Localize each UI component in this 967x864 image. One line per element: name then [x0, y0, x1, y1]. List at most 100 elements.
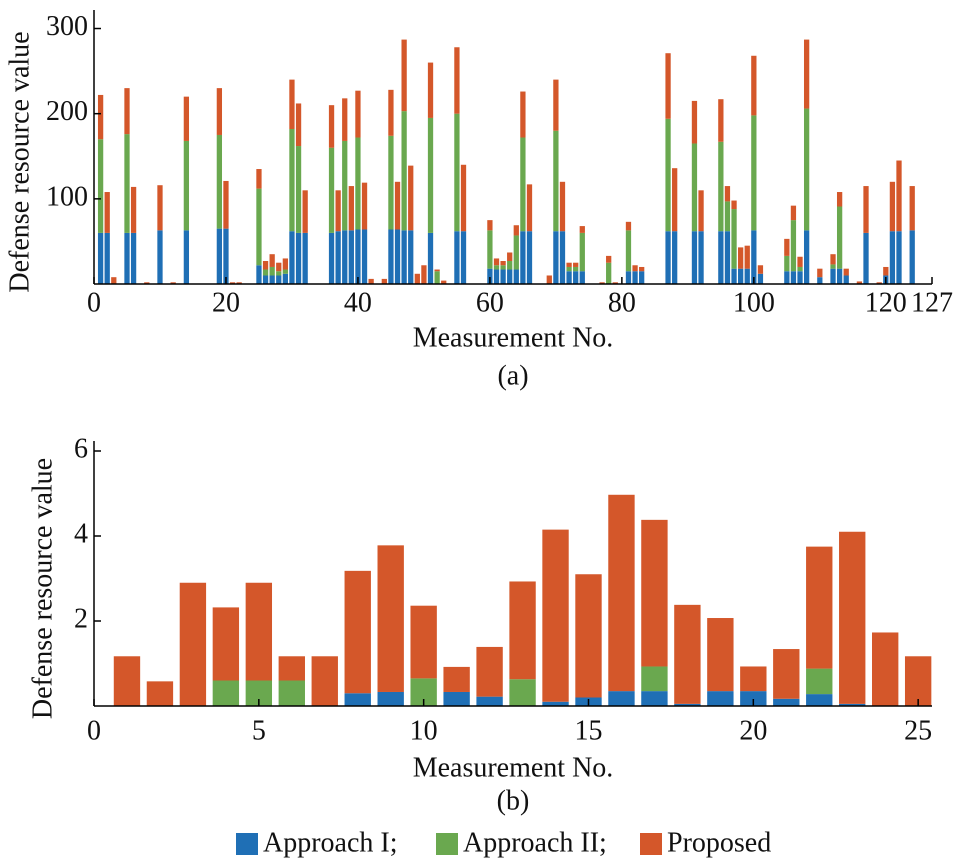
bar-segment: [401, 111, 407, 231]
bar-segment: [130, 232, 137, 284]
bar-segment: [698, 231, 704, 284]
x-tick-label: 60: [476, 287, 504, 318]
bar-segment: [124, 134, 130, 233]
bar-segment: [731, 268, 737, 284]
bar-segment: [520, 91, 526, 138]
bar-segment: [707, 618, 734, 692]
x-tick-label: 40: [344, 287, 372, 318]
legend-swatch: [640, 833, 662, 855]
bar-segment: [797, 266, 803, 272]
bar-segment: [311, 656, 338, 706]
bar-segment: [790, 205, 797, 221]
bar-segment: [216, 228, 223, 284]
bar-segment: [179, 582, 207, 706]
bar-segment: [674, 703, 701, 706]
bar-segment: [302, 232, 308, 284]
bar-segment: [487, 220, 493, 231]
bar-segment: [500, 269, 506, 284]
bar-segment: [579, 226, 585, 233]
bar-segment: [434, 271, 440, 284]
bar-segment: [843, 268, 849, 276]
bar-segment: [262, 261, 269, 270]
x-tick-label: 10: [410, 715, 438, 746]
x-tick-label: 20: [212, 287, 240, 318]
bar-segment: [427, 117, 434, 233]
bar-segment: [546, 275, 552, 284]
caption: (a): [497, 360, 528, 391]
y-tick-label: 2: [74, 603, 88, 634]
bar-segment: [282, 273, 288, 284]
bar-segment: [342, 140, 348, 231]
bar-segment: [223, 180, 229, 229]
bar-segment: [691, 231, 698, 284]
bar-segment: [553, 130, 559, 232]
bar-segment: [672, 168, 678, 232]
bar-segment: [223, 228, 229, 284]
bar-segment: [212, 680, 240, 706]
bar-segment: [493, 258, 500, 266]
bar-segment: [328, 147, 335, 233]
bar-segment: [97, 94, 104, 140]
bar-segment: [790, 220, 797, 272]
bar-segment: [579, 232, 585, 272]
bar-segment: [625, 221, 632, 231]
bar-segment: [579, 271, 585, 284]
bar-segment: [639, 266, 645, 272]
bar-segment: [724, 231, 731, 284]
bar-segment: [295, 232, 302, 284]
bar-segment: [427, 62, 434, 118]
bar-segment: [229, 282, 236, 284]
bar-segment: [170, 282, 176, 284]
bar-segment: [454, 231, 460, 284]
bar-segment: [157, 185, 163, 231]
bar-segment: [104, 232, 110, 284]
y-tick-label: 100: [46, 181, 88, 212]
bar-segment: [394, 181, 401, 230]
bar-segment: [520, 231, 526, 284]
bar-segment: [606, 262, 612, 284]
bar-segment: [342, 230, 348, 284]
bar-segment: [526, 231, 533, 284]
bar-segment: [625, 230, 632, 272]
bar-segment: [876, 282, 882, 284]
bar-segment: [328, 105, 335, 148]
bar-segment: [599, 282, 605, 284]
bar-segment: [388, 135, 394, 230]
bar-segment: [904, 656, 932, 706]
bar-segment: [509, 581, 536, 680]
bar-segment: [500, 261, 506, 266]
bar-segment: [454, 113, 460, 232]
bar-segment: [740, 691, 767, 706]
bar-segment: [731, 209, 737, 269]
bar-segment: [784, 271, 790, 284]
x-tick-label: 127: [911, 287, 953, 318]
bar-segment: [691, 143, 698, 232]
bar-segment: [817, 268, 823, 278]
x-tick-label: 80: [608, 287, 636, 318]
bar-segment: [414, 273, 420, 284]
bar-segment: [278, 656, 305, 681]
bar-segment: [269, 275, 275, 284]
bar-segment: [806, 546, 833, 669]
bar-segment: [803, 108, 810, 231]
bar-segment: [361, 229, 368, 284]
bar-segment: [493, 269, 500, 284]
bar-segment: [856, 281, 863, 284]
bar-segment: [276, 275, 282, 284]
x-tick-label: 5: [252, 715, 266, 746]
bar-segment: [276, 262, 282, 272]
bar-segment: [276, 271, 282, 276]
bar-segment: [278, 680, 305, 706]
bar-segment: [328, 232, 335, 284]
bar-segment: [443, 666, 470, 692]
bar-segment: [806, 694, 833, 706]
bar-segment: [836, 268, 843, 284]
bar-segment: [245, 582, 273, 681]
bar-segment: [454, 47, 460, 114]
bar-segment: [836, 192, 843, 207]
bar-segment: [289, 129, 295, 232]
bar-segment: [817, 277, 823, 284]
bar-segment: [289, 79, 295, 130]
bar-segment: [476, 646, 503, 697]
bar-segment: [641, 666, 668, 692]
